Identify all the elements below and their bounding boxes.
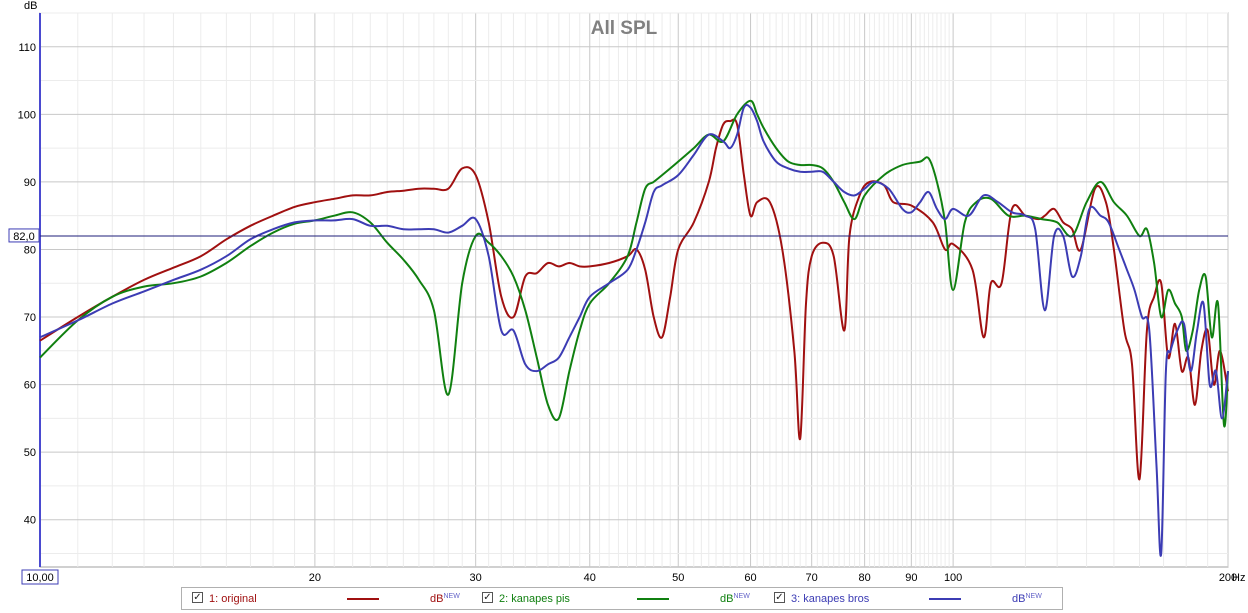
y-tick-label: 80 [24, 244, 36, 256]
y-axis-label: dB [24, 0, 37, 12]
legend-unit-text-kanapes-pis: dB [720, 593, 734, 605]
x-tick-label: 40 [584, 572, 596, 584]
legend-unit-original: dBNEW [430, 593, 460, 605]
x-readout-box [21, 569, 59, 585]
overlay: 82,0 10,00 [8, 228, 1228, 585]
x-tick-label: 100 [944, 572, 962, 584]
legend-checkbox-original[interactable]: ✓ [192, 592, 203, 603]
x-tick-label: 60 [744, 572, 756, 584]
grid [40, 12, 1229, 567]
legend-unit-kanapes-bros: dBNEW [1012, 593, 1042, 605]
x-axis-unit: Hz [1232, 572, 1245, 584]
series-line-1 [39, 118, 1229, 481]
axes: 20 30 40 50 60 70 80 90 100 200 40 50 60 70 80 90 100 110 [18, 13, 1237, 584]
x-readout: 10,00 [26, 572, 54, 584]
x-tick-label: 50 [672, 572, 684, 584]
chart-title: All SPL [591, 18, 658, 39]
y-tick-label: 100 [18, 109, 36, 121]
legend-swatch-original [347, 598, 379, 600]
plot-area [39, 12, 1229, 568]
x-tick-label: 80 [859, 572, 871, 584]
x-tick-label: 30 [470, 572, 482, 584]
legend-label-kanapes-pis: 2: kanapes pis [499, 593, 570, 605]
legend-label-kanapes-bros: 3: kanapes bros [791, 593, 870, 605]
legend-swatch-kanapes-bros [929, 598, 961, 600]
y-tick-label: 60 [24, 380, 36, 392]
y-tick-label: 50 [24, 447, 36, 459]
legend-unit-new-kanapes-pis: NEW [733, 593, 750, 600]
legend-item-kanapes-pis[interactable]: ✓ 2: kanapes pis dBNEW [472, 588, 764, 609]
x-tick-label: 20 [309, 572, 321, 584]
series-line-3 [39, 104, 1229, 557]
y-tick-label: 90 [24, 177, 36, 189]
legend-unit-new-kanapes-bros: NEW [1025, 593, 1042, 600]
reference-label: 82,0 [13, 231, 34, 243]
legend-checkbox-kanapes-pis[interactable]: ✓ [482, 592, 493, 603]
reference-label-box [8, 228, 40, 243]
legend-unit-text-original: dB [430, 593, 444, 605]
x-tick-label: 90 [905, 572, 917, 584]
legend-item-original[interactable]: ✓ 1: original dBNEW [182, 588, 472, 609]
y-tick-label: 110 [18, 42, 36, 54]
y-tick-label: 40 [24, 515, 36, 527]
legend-checkbox-kanapes-bros[interactable]: ✓ [774, 592, 785, 603]
x-tick-label: 70 [806, 572, 818, 584]
legend-item-kanapes-bros[interactable]: ✓ 3: kanapes bros dBNEW [764, 588, 1062, 609]
legend-unit-new-original: NEW [443, 593, 460, 600]
legend-label-original: 1: original [209, 593, 257, 605]
legend-unit-text-kanapes-bros: dB [1012, 593, 1026, 605]
y-tick-label: 70 [24, 312, 36, 324]
legend-unit-kanapes-pis: dBNEW [720, 593, 750, 605]
legend-swatch-kanapes-pis [637, 598, 669, 600]
x-tick-label: 200 [1219, 572, 1237, 584]
legend: ✓ 1: original dBNEW ✓ 2: kanapes pis dBN… [181, 587, 1063, 610]
